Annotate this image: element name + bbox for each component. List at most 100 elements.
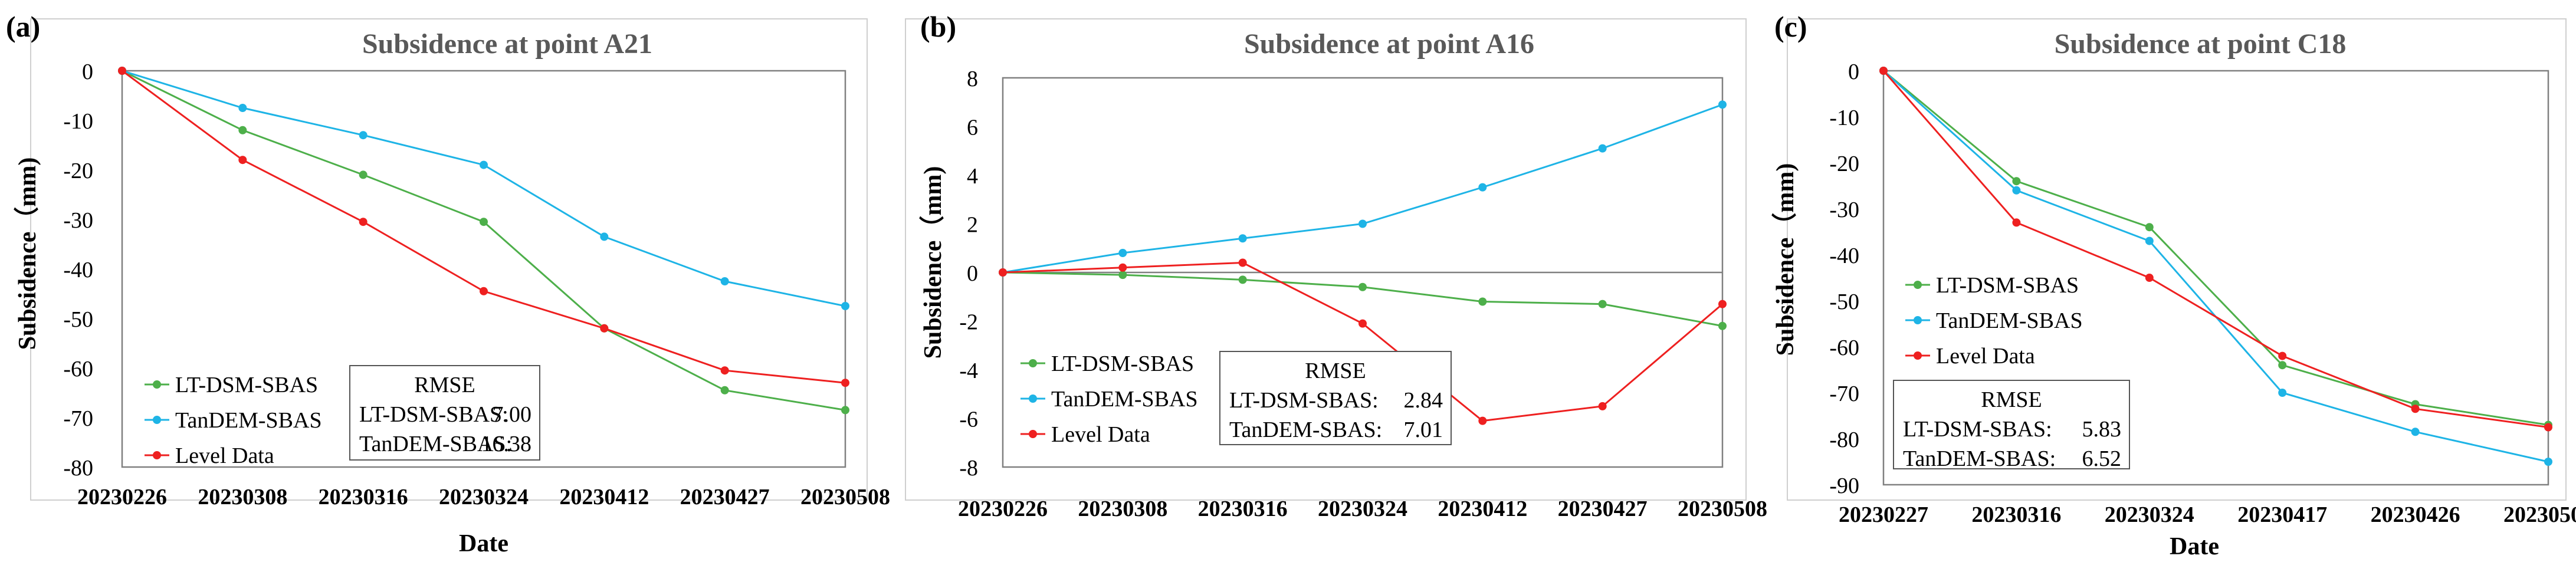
legend-label: Level Data xyxy=(1936,344,2035,369)
data-point xyxy=(1598,144,1607,153)
data-point xyxy=(841,379,849,387)
rmse-row-label: TanDEM-SBAS: xyxy=(1229,418,1382,442)
data-point xyxy=(2012,186,2021,195)
y-axis-label: Subsidence（mm) xyxy=(1771,163,1799,356)
data-point xyxy=(1718,300,1727,308)
y-tick-label: -70 xyxy=(63,406,93,431)
data-point xyxy=(359,218,367,226)
legend-marker xyxy=(1914,316,1922,324)
chart-title: Subsidence at point C18 xyxy=(2055,28,2347,60)
legend-marker xyxy=(153,451,161,459)
x-tick-label: 20230227 xyxy=(1839,502,1928,527)
y-tick-label: -40 xyxy=(1829,244,1859,268)
data-point xyxy=(480,160,488,169)
y-tick-label: -4 xyxy=(959,359,978,383)
y-tick-label: -60 xyxy=(1829,336,1859,360)
y-tick-label: -30 xyxy=(63,208,93,233)
y-tick-label: -50 xyxy=(63,307,93,332)
x-tick-label: 20230316 xyxy=(319,485,408,509)
data-point xyxy=(720,386,729,395)
data-point xyxy=(1118,249,1127,257)
x-tick-label: 20230426 xyxy=(2371,502,2460,527)
chart-title: Subsidence at point A21 xyxy=(362,28,652,60)
y-tick-label: -70 xyxy=(1829,382,1859,406)
x-axis-label: Date xyxy=(459,530,508,557)
data-point xyxy=(118,67,126,75)
panel-label: (a) xyxy=(6,10,40,43)
rmse-row-label: LT-DSM-SBAS: xyxy=(1903,417,2052,442)
data-point xyxy=(238,126,247,134)
rmse-row-value: 5.83 xyxy=(2082,417,2122,442)
legend-marker xyxy=(153,416,161,424)
data-point xyxy=(841,406,849,415)
legend-marker xyxy=(1029,430,1037,438)
y-tick-label: 4 xyxy=(967,164,978,189)
plot-area xyxy=(1882,70,2549,486)
data-point xyxy=(1358,319,1367,328)
panel-label: (c) xyxy=(1774,10,1807,43)
x-tick-label: 20230508 xyxy=(2503,502,2576,527)
rmse-row-label: TanDEM-SBAS: xyxy=(1903,446,2056,471)
data-point xyxy=(1358,219,1367,228)
x-tick-label: 20230226 xyxy=(77,485,167,509)
y-tick-label: 6 xyxy=(967,116,978,140)
y-tick-label: -8 xyxy=(959,456,978,481)
x-tick-label: 20230226 xyxy=(958,497,1048,521)
rmse-row-value: 7.01 xyxy=(1404,418,1443,442)
rmse-box xyxy=(1893,380,2130,469)
y-tick-label: -80 xyxy=(1829,428,1859,452)
y-axis-label: Subsidence（mm) xyxy=(14,157,41,350)
y-tick-label: 0 xyxy=(967,261,978,286)
rmse-row-label: LT-DSM-SBAS: xyxy=(359,402,508,427)
legend-marker xyxy=(153,380,161,389)
chart-title: Subsidence at point A16 xyxy=(1244,28,1534,60)
rmse-row-label: TanDEM-SBAS: xyxy=(359,432,512,456)
data-point xyxy=(1118,263,1127,272)
data-point xyxy=(999,268,1007,277)
data-point xyxy=(1478,416,1487,425)
data-point xyxy=(1118,271,1127,280)
x-tick-label: 20230308 xyxy=(198,485,287,509)
rmse-row-value: 6.52 xyxy=(2082,446,2122,471)
rmse-row-value: 2.84 xyxy=(1404,388,1443,413)
y-tick-label: -50 xyxy=(1829,290,1859,314)
y-tick-label: 0 xyxy=(1848,60,1859,84)
x-tick-label: 20230324 xyxy=(1318,497,1407,521)
y-tick-label: -20 xyxy=(1829,152,1859,176)
legend-label: LT-DSM-SBAS xyxy=(175,373,318,397)
panel-label: (b) xyxy=(920,10,956,43)
data-point xyxy=(480,287,488,295)
data-point xyxy=(841,302,849,310)
data-point xyxy=(2145,236,2154,245)
rmse-row-value: 16.38 xyxy=(481,432,532,456)
data-point xyxy=(1238,258,1247,267)
data-point xyxy=(1598,402,1607,410)
data-point xyxy=(238,104,247,112)
data-point xyxy=(2012,177,2021,186)
legend-label: Level Data xyxy=(1051,422,1150,447)
x-tick-label: 20230427 xyxy=(1558,497,1648,521)
y-tick-label: -60 xyxy=(63,357,93,382)
series-line xyxy=(1883,70,2549,426)
data-point xyxy=(1478,297,1487,306)
x-tick-label: 20230427 xyxy=(680,485,770,509)
data-point xyxy=(480,218,488,226)
x-axis-label: Date xyxy=(2170,533,2219,560)
y-tick-label: -6 xyxy=(959,407,978,432)
y-tick-label: -30 xyxy=(1829,198,1859,222)
plot-area xyxy=(121,70,846,468)
data-point xyxy=(2145,274,2154,282)
y-tick-label: -10 xyxy=(1829,106,1859,130)
x-tick-label: 20230412 xyxy=(559,485,649,509)
x-tick-label: 20230324 xyxy=(439,485,529,509)
data-point xyxy=(2278,389,2287,397)
y-tick-label: -2 xyxy=(959,310,978,335)
data-point xyxy=(1478,183,1487,192)
rmse-row-label: LT-DSM-SBAS: xyxy=(1229,388,1379,413)
panel-a: (a) Subsidence at point A21 0 -10 -20 -30 -40 -… xyxy=(6,10,890,557)
data-point xyxy=(2145,223,2154,232)
data-point xyxy=(2012,218,2021,227)
y-tick-label: 2 xyxy=(967,213,978,238)
legend-label: LT-DSM-SBAS xyxy=(1051,351,1194,376)
